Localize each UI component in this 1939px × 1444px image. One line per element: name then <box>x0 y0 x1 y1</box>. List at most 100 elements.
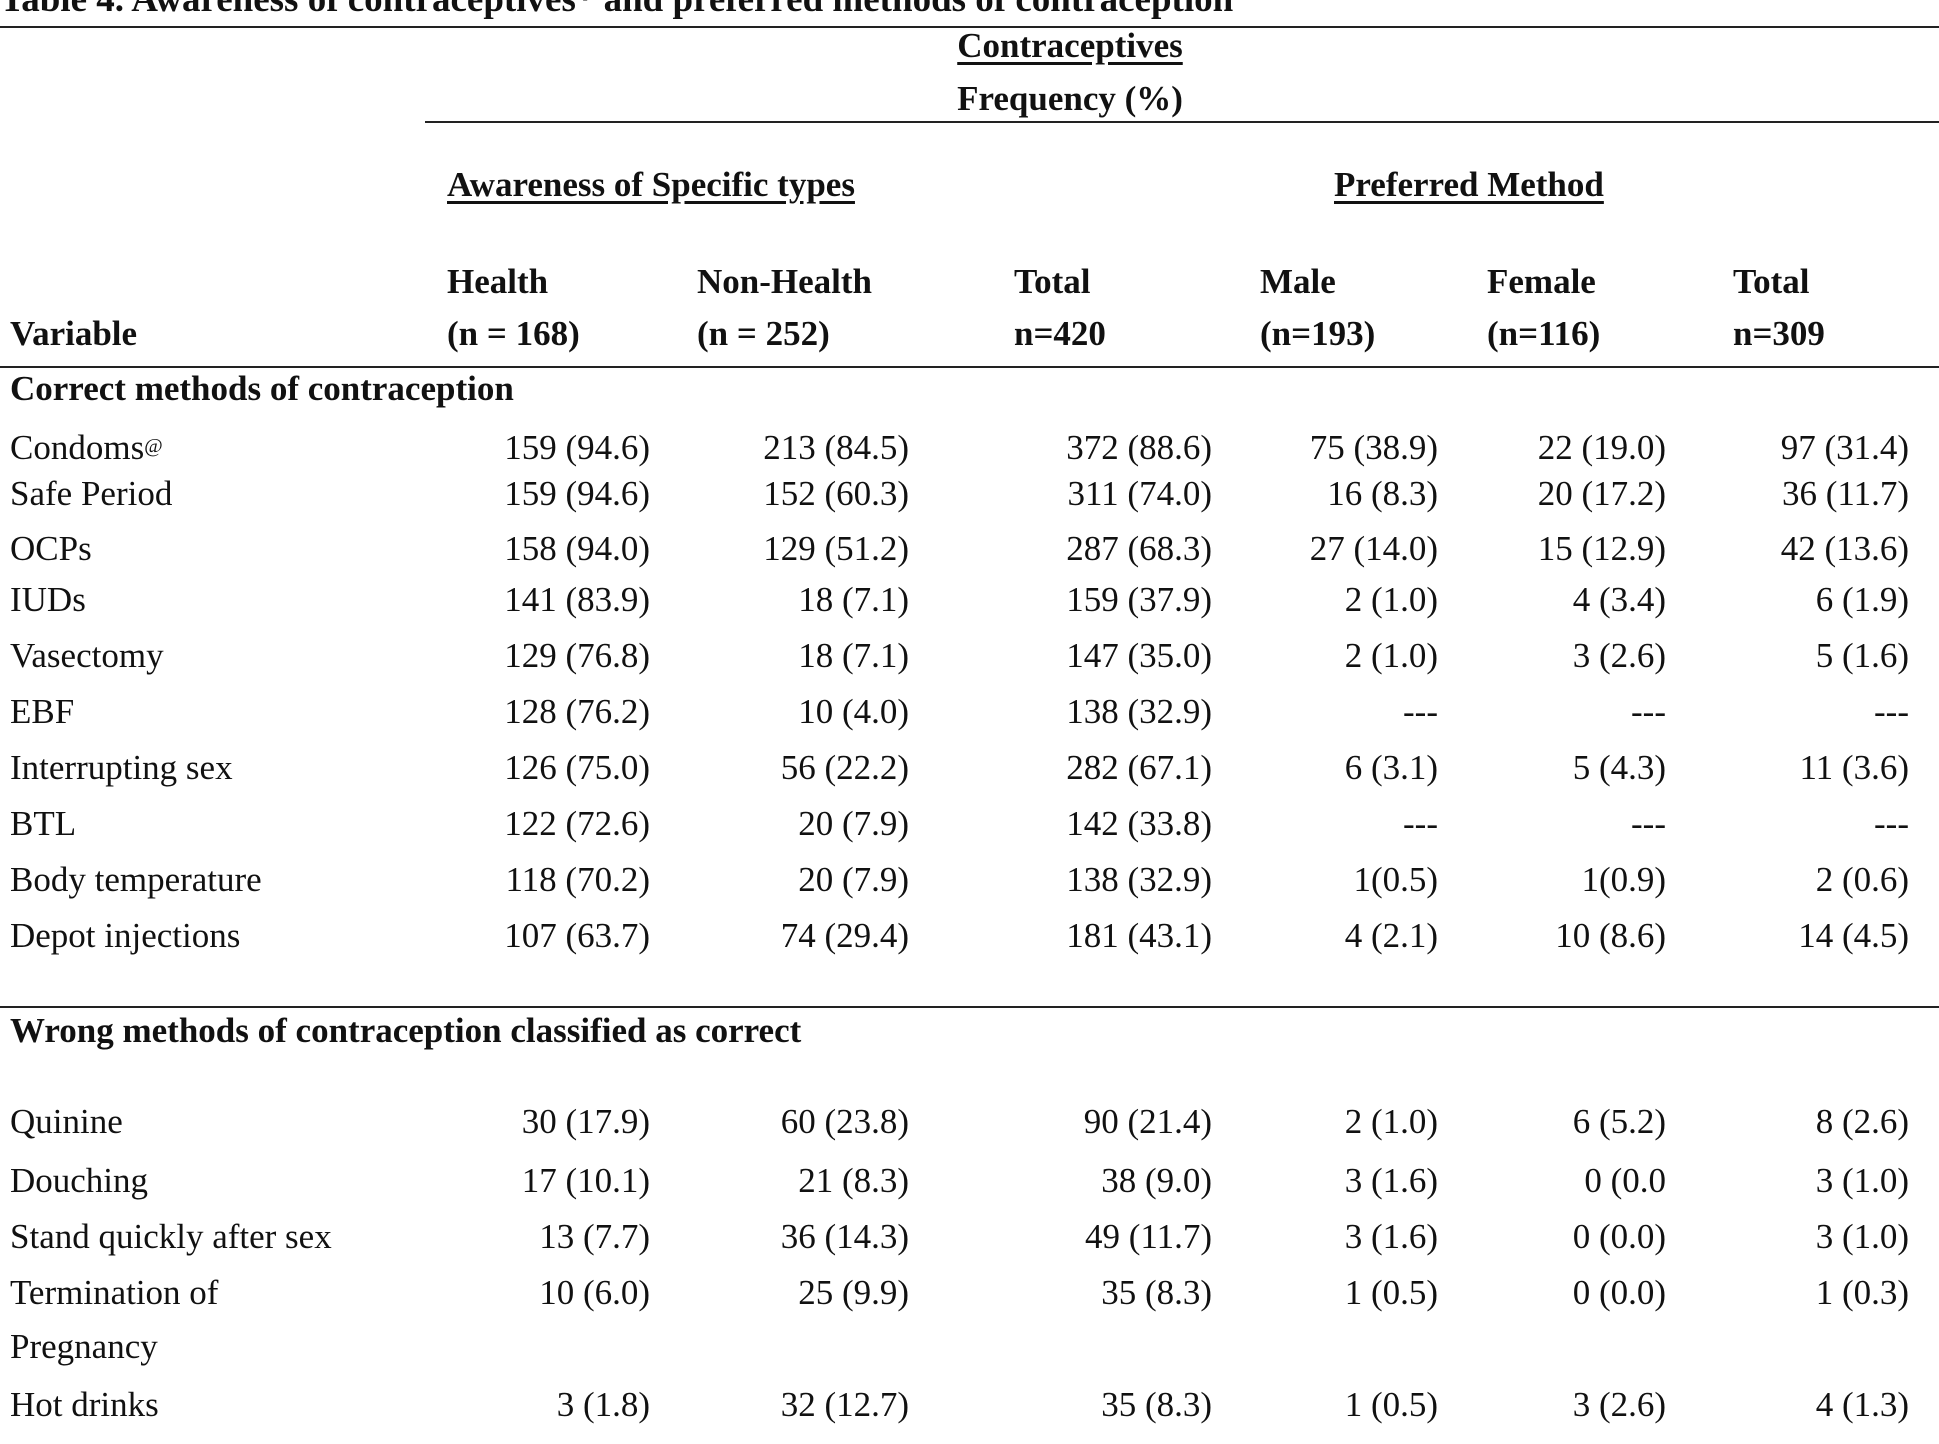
table-cell: 36 (14.3) <box>780 1217 909 1256</box>
table-row-label: Douching <box>10 1161 149 1200</box>
table-cell: 18 (7.1) <box>798 636 909 675</box>
table-row-label: Interrupting sex <box>10 748 233 787</box>
table-cell: 56 (22.2) <box>780 748 909 787</box>
table-row-label: EBF <box>10 692 75 731</box>
column-header-name: Total <box>1733 262 1810 301</box>
table-cell: 311 (74.0) <box>1067 474 1212 513</box>
table-cell: 75 (38.9) <box>1309 428 1438 467</box>
table-cell: 8 (2.6) <box>1815 1102 1909 1141</box>
table-cell: 25 (9.9) <box>798 1273 909 1312</box>
table-cell: 5 (1.6) <box>1815 636 1909 675</box>
table-cell: 35 (8.3) <box>1101 1385 1212 1424</box>
table-cell: 35 (8.3) <box>1101 1273 1212 1312</box>
table-cell: 159 (37.9) <box>1066 580 1212 619</box>
table-cell: 1(0.9) <box>1581 860 1666 899</box>
table-cell: 3 (2.6) <box>1572 1385 1666 1424</box>
table-cell: 38 (9.0) <box>1101 1161 1212 1200</box>
table-cell: 11 (3.6) <box>1799 748 1909 787</box>
table-cell: 181 (43.1) <box>1066 916 1212 955</box>
column-header-name: Health <box>447 262 549 301</box>
table-cell: 27 (14.0) <box>1309 529 1438 568</box>
column-header-name: Non-Health <box>697 262 872 301</box>
table-cell: --- <box>1631 804 1666 843</box>
table-cell: --- <box>1874 692 1909 731</box>
table-cell: 30 (17.9) <box>521 1102 650 1141</box>
table-cell: 213 (84.5) <box>763 428 909 467</box>
table-cell: --- <box>1874 804 1909 843</box>
table-cell: 20 (7.9) <box>798 804 909 843</box>
table-cell: 3 (2.6) <box>1572 636 1666 675</box>
table-cell: --- <box>1631 692 1666 731</box>
table-cell: 60 (23.8) <box>780 1102 909 1141</box>
table-row-label: Vasectomy <box>10 636 164 675</box>
table-cell: 159 (94.6) <box>504 428 650 467</box>
table-cell: 126 (75.0) <box>504 748 650 787</box>
table-cell: 2 (1.0) <box>1344 636 1438 675</box>
table-cell: 17 (10.1) <box>521 1161 650 1200</box>
table-cell: 1 (0.5) <box>1344 1273 1438 1312</box>
table-cell: 107 (63.7) <box>504 916 650 955</box>
table-cell: 3 (1.0) <box>1815 1161 1909 1200</box>
table-cell: 10 (6.0) <box>539 1273 650 1312</box>
table-cell: 3 (1.6) <box>1344 1161 1438 1200</box>
section-title: Correct methods of contraception <box>10 369 514 408</box>
table-row-label: BTL <box>10 804 77 843</box>
table-cell: 0 (0.0) <box>1572 1217 1666 1256</box>
table-cell: 0 (0.0 <box>1584 1161 1666 1200</box>
section-title: Wrong methods of contraception classifie… <box>10 1011 802 1050</box>
table-cell: 4 (1.3) <box>1815 1385 1909 1424</box>
table-cell: 74 (29.4) <box>780 916 909 955</box>
table-row-label: Depot injections <box>10 916 241 955</box>
table-cell: --- <box>1403 804 1438 843</box>
table-row-label: OCPs <box>10 529 92 568</box>
column-header-name: Female <box>1487 262 1596 301</box>
table-cell: 158 (94.0) <box>504 529 650 568</box>
table-cell: 122 (72.6) <box>504 804 650 843</box>
table-cell: 372 (88.6) <box>1066 428 1212 467</box>
column-header-name: Male <box>1260 262 1336 301</box>
table-cell: 141 (83.9) <box>504 580 650 619</box>
footnote-marker: @ <box>144 435 163 457</box>
section-rule <box>0 1006 1939 1008</box>
table-cell: 6 (5.2) <box>1572 1102 1666 1141</box>
table-cell: 147 (35.0) <box>1066 636 1212 675</box>
column-header-n: (n = 168) <box>447 314 580 353</box>
table-row-label: Body temperature <box>10 860 262 899</box>
table-cell: 128 (76.2) <box>504 692 650 731</box>
table-cell: 4 (2.1) <box>1344 916 1438 955</box>
group-subtitle: Frequency (%) <box>957 79 1183 118</box>
table-cell: 138 (32.9) <box>1066 692 1212 731</box>
table-cell: 2 (1.0) <box>1344 580 1438 619</box>
table-cell: 49 (11.7) <box>1084 1217 1212 1256</box>
table-cell: 6 (1.9) <box>1815 580 1909 619</box>
table-cell: 20 (7.9) <box>798 860 909 899</box>
table-cell: 18 (7.1) <box>798 580 909 619</box>
table-cell: 3 (1.6) <box>1344 1217 1438 1256</box>
table-cell: 138 (32.9) <box>1066 860 1212 899</box>
table-cell: 129 (76.8) <box>504 636 650 675</box>
table-cell: 287 (68.3) <box>1066 529 1212 568</box>
column-header-n: (n=193) <box>1260 314 1376 353</box>
row-label-continued: Pregnancy <box>10 1327 158 1366</box>
table-caption: Table 4. Awareness of contraceptives* an… <box>0 0 1233 21</box>
table-cell: 2 (0.6) <box>1815 860 1909 899</box>
column-header-n: (n=116) <box>1487 314 1601 353</box>
table-cell: 32 (12.7) <box>780 1385 909 1424</box>
table-cell: 15 (12.9) <box>1537 529 1666 568</box>
table-cell: 0 (0.0) <box>1572 1273 1666 1312</box>
table-cell: 282 (67.1) <box>1066 748 1212 787</box>
variable-header: Variable <box>10 314 138 353</box>
table-cell: 152 (60.3) <box>763 474 909 513</box>
column-header-n: n=420 <box>1014 314 1106 353</box>
table-cell: 10 (4.0) <box>798 692 909 731</box>
table-row-label: Termination of <box>10 1273 219 1312</box>
table-row-label: Condoms@ <box>10 428 163 467</box>
table-cell: 97 (31.4) <box>1780 428 1909 467</box>
group-rule <box>425 121 1939 123</box>
table-cell: --- <box>1403 692 1438 731</box>
table-row-label: Stand quickly after sex <box>10 1217 332 1256</box>
table-cell: 22 (19.0) <box>1537 428 1666 467</box>
table-row-label: Hot drinks <box>10 1385 159 1424</box>
table-cell: 142 (33.8) <box>1066 804 1212 843</box>
table-row-label: Safe Period <box>10 474 173 513</box>
